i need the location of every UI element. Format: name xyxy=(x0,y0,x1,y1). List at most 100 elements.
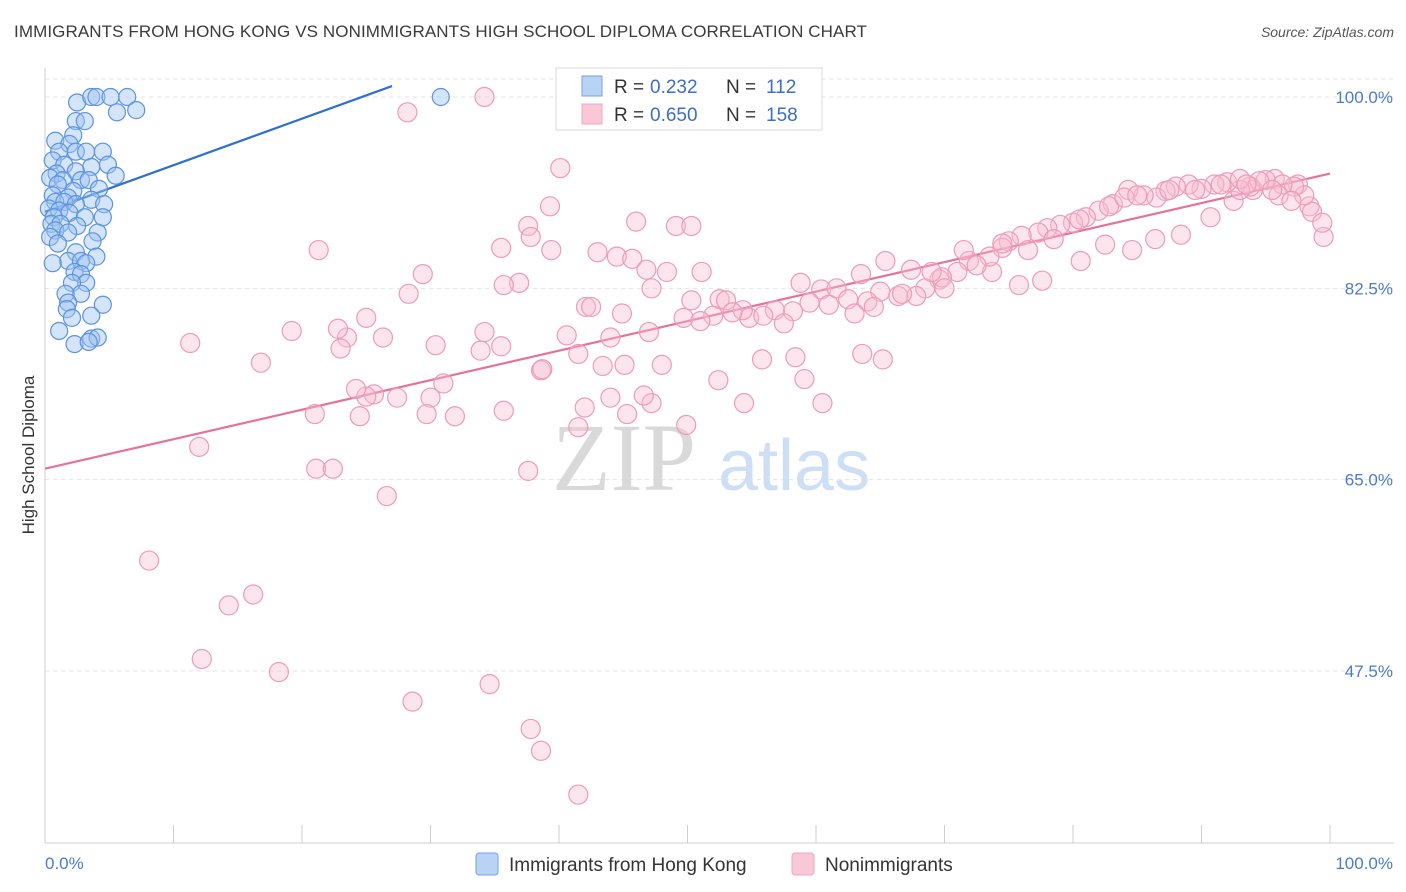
nonimmigrant-point-109 xyxy=(1017,239,1039,261)
legend-n-label-2: N = xyxy=(726,105,756,126)
y-axis-label: High School Diploma xyxy=(19,375,38,534)
nonimmigrant-point-59 xyxy=(1272,174,1293,195)
axes xyxy=(44,68,1394,844)
nonimmigrant-point-49 xyxy=(1223,190,1244,211)
nonimmigrant-point-56 xyxy=(1312,212,1333,233)
nonimmigrant-point-62 xyxy=(1229,179,1251,201)
legend-r-label-2: R = xyxy=(614,105,644,126)
nonimmigrant-point-1 xyxy=(397,102,418,123)
hong-kong-point-68 xyxy=(62,308,82,327)
nonimmigrant-point-160 xyxy=(306,458,327,479)
nonimmigrant-point-22 xyxy=(398,283,419,304)
nonimmigrant-point-162 xyxy=(518,460,539,482)
nonimmigrant-point-105 xyxy=(934,278,955,299)
nonimmigrant-point-16 xyxy=(656,261,678,283)
hong-kong-point-5 xyxy=(127,101,146,120)
nonimmigrant-point-64 xyxy=(1204,174,1225,195)
nonimmigrant-point-3 xyxy=(539,196,561,217)
nonimmigrant-point-99 xyxy=(703,305,724,326)
nonimmigrant-point-165 xyxy=(304,403,325,425)
hong-kong-point-45 xyxy=(68,216,87,236)
nonimmigrant-point-138 xyxy=(592,355,613,377)
series-label-hong-kong: Immigrants from Hong Kong xyxy=(509,855,747,876)
hong-kong-point-66 xyxy=(57,300,76,319)
hong-kong-point-48 xyxy=(88,223,107,242)
nonimmigrant-point-15 xyxy=(636,259,657,280)
nonimmigrant-point-37 xyxy=(900,259,922,280)
nonimmigrant-point-175 xyxy=(568,784,589,805)
legend-swatch-pink xyxy=(581,103,603,125)
nonimmigrant-point-159 xyxy=(676,414,697,436)
y-tick-label-3: 100.0% xyxy=(1335,88,1393,107)
nonimmigrant-point-13 xyxy=(606,246,627,267)
legend-r-label-1: R = xyxy=(614,77,644,98)
nonimmigrant-point-184 xyxy=(872,349,893,370)
nonimmigrant-point-179 xyxy=(327,318,349,339)
series-swatch-nonimmigrants xyxy=(791,852,815,876)
nonimmigrant-point-153 xyxy=(812,393,833,414)
nonimmigrant-point-137 xyxy=(785,347,806,368)
nonimmigrant-point-142 xyxy=(651,354,672,375)
hong-kong-point-71 xyxy=(88,328,107,347)
trend-line-hong-kong xyxy=(44,85,393,213)
hong-kong-point-27 xyxy=(48,175,67,194)
nonimmigrant-point-97 xyxy=(732,300,753,321)
nonimmigrant-point-103 xyxy=(863,296,884,318)
hong-kong-point-74 xyxy=(431,87,450,107)
nonimmigrant-point-143 xyxy=(433,373,454,394)
nonimmigrant-point-28 xyxy=(611,303,633,324)
nonimmigrant-point-133 xyxy=(470,340,491,361)
nonimmigrant-point-135 xyxy=(751,349,773,370)
hong-kong-point-36 xyxy=(95,195,114,214)
nonimmigrant-point-45 xyxy=(1122,239,1143,261)
hong-kong-point-21 xyxy=(66,162,85,181)
hong-kong-point-73 xyxy=(79,332,98,352)
nonimmigrant-point-115 xyxy=(1159,179,1180,201)
trend-line-nonimmigrants xyxy=(44,172,1331,470)
nonimmigrant-point-25 xyxy=(715,290,737,311)
legend-swatch-blue xyxy=(581,75,603,97)
nonimmigrant-point-124 xyxy=(600,327,621,348)
nonimmigrant-point-48 xyxy=(1200,207,1221,228)
nonimmigrant-point-152 xyxy=(733,393,755,414)
nonimmigrant-point-92 xyxy=(818,294,839,315)
nonimmigrant-point-27 xyxy=(581,296,602,318)
nonimmigrant-point-106 xyxy=(921,261,942,283)
data-points xyxy=(39,86,1334,805)
nonimmigrant-point-2 xyxy=(550,157,571,179)
nonimmigrant-point-14 xyxy=(622,248,643,269)
legend-n-value-2: 158 xyxy=(766,105,798,126)
legend-n-label-1: N = xyxy=(726,77,756,98)
hong-kong-point-34 xyxy=(55,192,74,212)
nonimmigrant-point-100 xyxy=(690,311,711,332)
nonimmigrant-point-46 xyxy=(1145,229,1166,250)
nonimmigrant-point-102 xyxy=(844,303,865,324)
nonimmigrant-point-146 xyxy=(356,386,377,407)
hong-kong-point-69 xyxy=(50,321,69,341)
nonimmigrant-point-139 xyxy=(614,354,635,375)
hong-kong-point-13 xyxy=(66,142,85,161)
nonimmigrant-point-156 xyxy=(444,406,466,427)
nonimmigrant-point-141 xyxy=(530,360,552,381)
chart-title: IMMIGRANTS FROM HONG KONG VS NONIMMIGRAN… xyxy=(14,22,868,41)
nonimmigrant-point-132 xyxy=(491,336,512,357)
nonimmigrant-point-107 xyxy=(953,239,974,261)
nonimmigrant-point-168 xyxy=(243,584,264,605)
hong-kong-point-62 xyxy=(71,284,91,303)
nonimmigrant-point-47 xyxy=(1170,224,1192,245)
nonimmigrant-point-36 xyxy=(875,250,896,272)
nonimmigrant-point-113 xyxy=(1114,187,1135,208)
nonimmigrant-point-136 xyxy=(852,343,873,365)
nonimmigrant-point-44 xyxy=(1095,234,1116,255)
nonimmigrant-point-157 xyxy=(600,387,621,408)
nonimmigrant-point-78 xyxy=(1028,222,1049,243)
hong-kong-point-64 xyxy=(59,293,78,312)
nonimmigrant-point-161 xyxy=(322,458,343,479)
nonimmigrant-point-147 xyxy=(420,387,441,408)
series-swatch-hong-kong xyxy=(475,852,499,876)
legend-r-value-2: 0.650 xyxy=(650,105,698,126)
nonimmigrant-point-83 xyxy=(966,255,987,276)
nonimmigrant-point-123 xyxy=(1236,174,1257,195)
nonimmigrant-point-131 xyxy=(425,335,446,356)
nonimmigrant-point-21 xyxy=(641,278,662,299)
